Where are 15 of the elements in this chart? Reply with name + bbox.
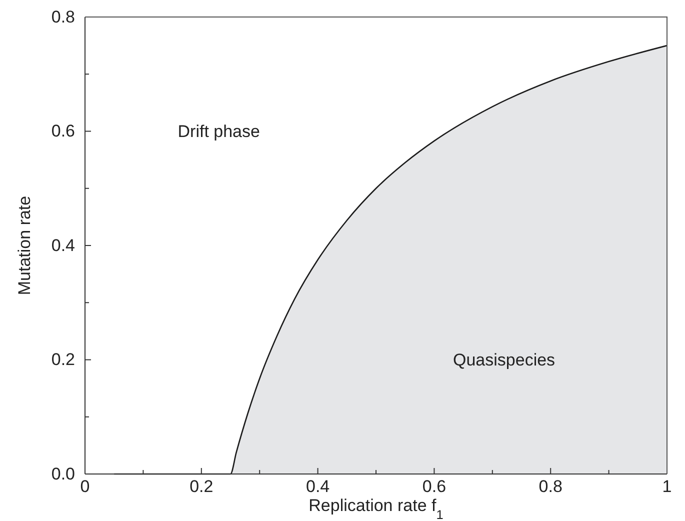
x-tick-label: 0 xyxy=(80,477,90,496)
y-axis-title: Mutation rate xyxy=(15,196,34,296)
x-tick-label: 1 xyxy=(662,477,672,496)
y-tick-label: 0.8 xyxy=(51,7,75,26)
x-axis-title: Replication rate f$_{1}$ xyxy=(308,496,444,521)
x-tick-label: 0.8 xyxy=(538,477,562,496)
x-tick-label: 0.4 xyxy=(306,477,330,496)
y-tick-label: 0.0 xyxy=(51,464,75,484)
x-tick-label: 0.2 xyxy=(190,477,214,496)
annotation: Quasispecies xyxy=(453,350,556,370)
annotation: Drift phase xyxy=(178,122,260,142)
y-tick-label: 0.6 xyxy=(51,122,75,141)
y-tick-label: 0.4 xyxy=(51,236,75,255)
y-tick-label: 0.2 xyxy=(51,350,75,370)
x-tick-label: 0.6 xyxy=(422,477,446,496)
